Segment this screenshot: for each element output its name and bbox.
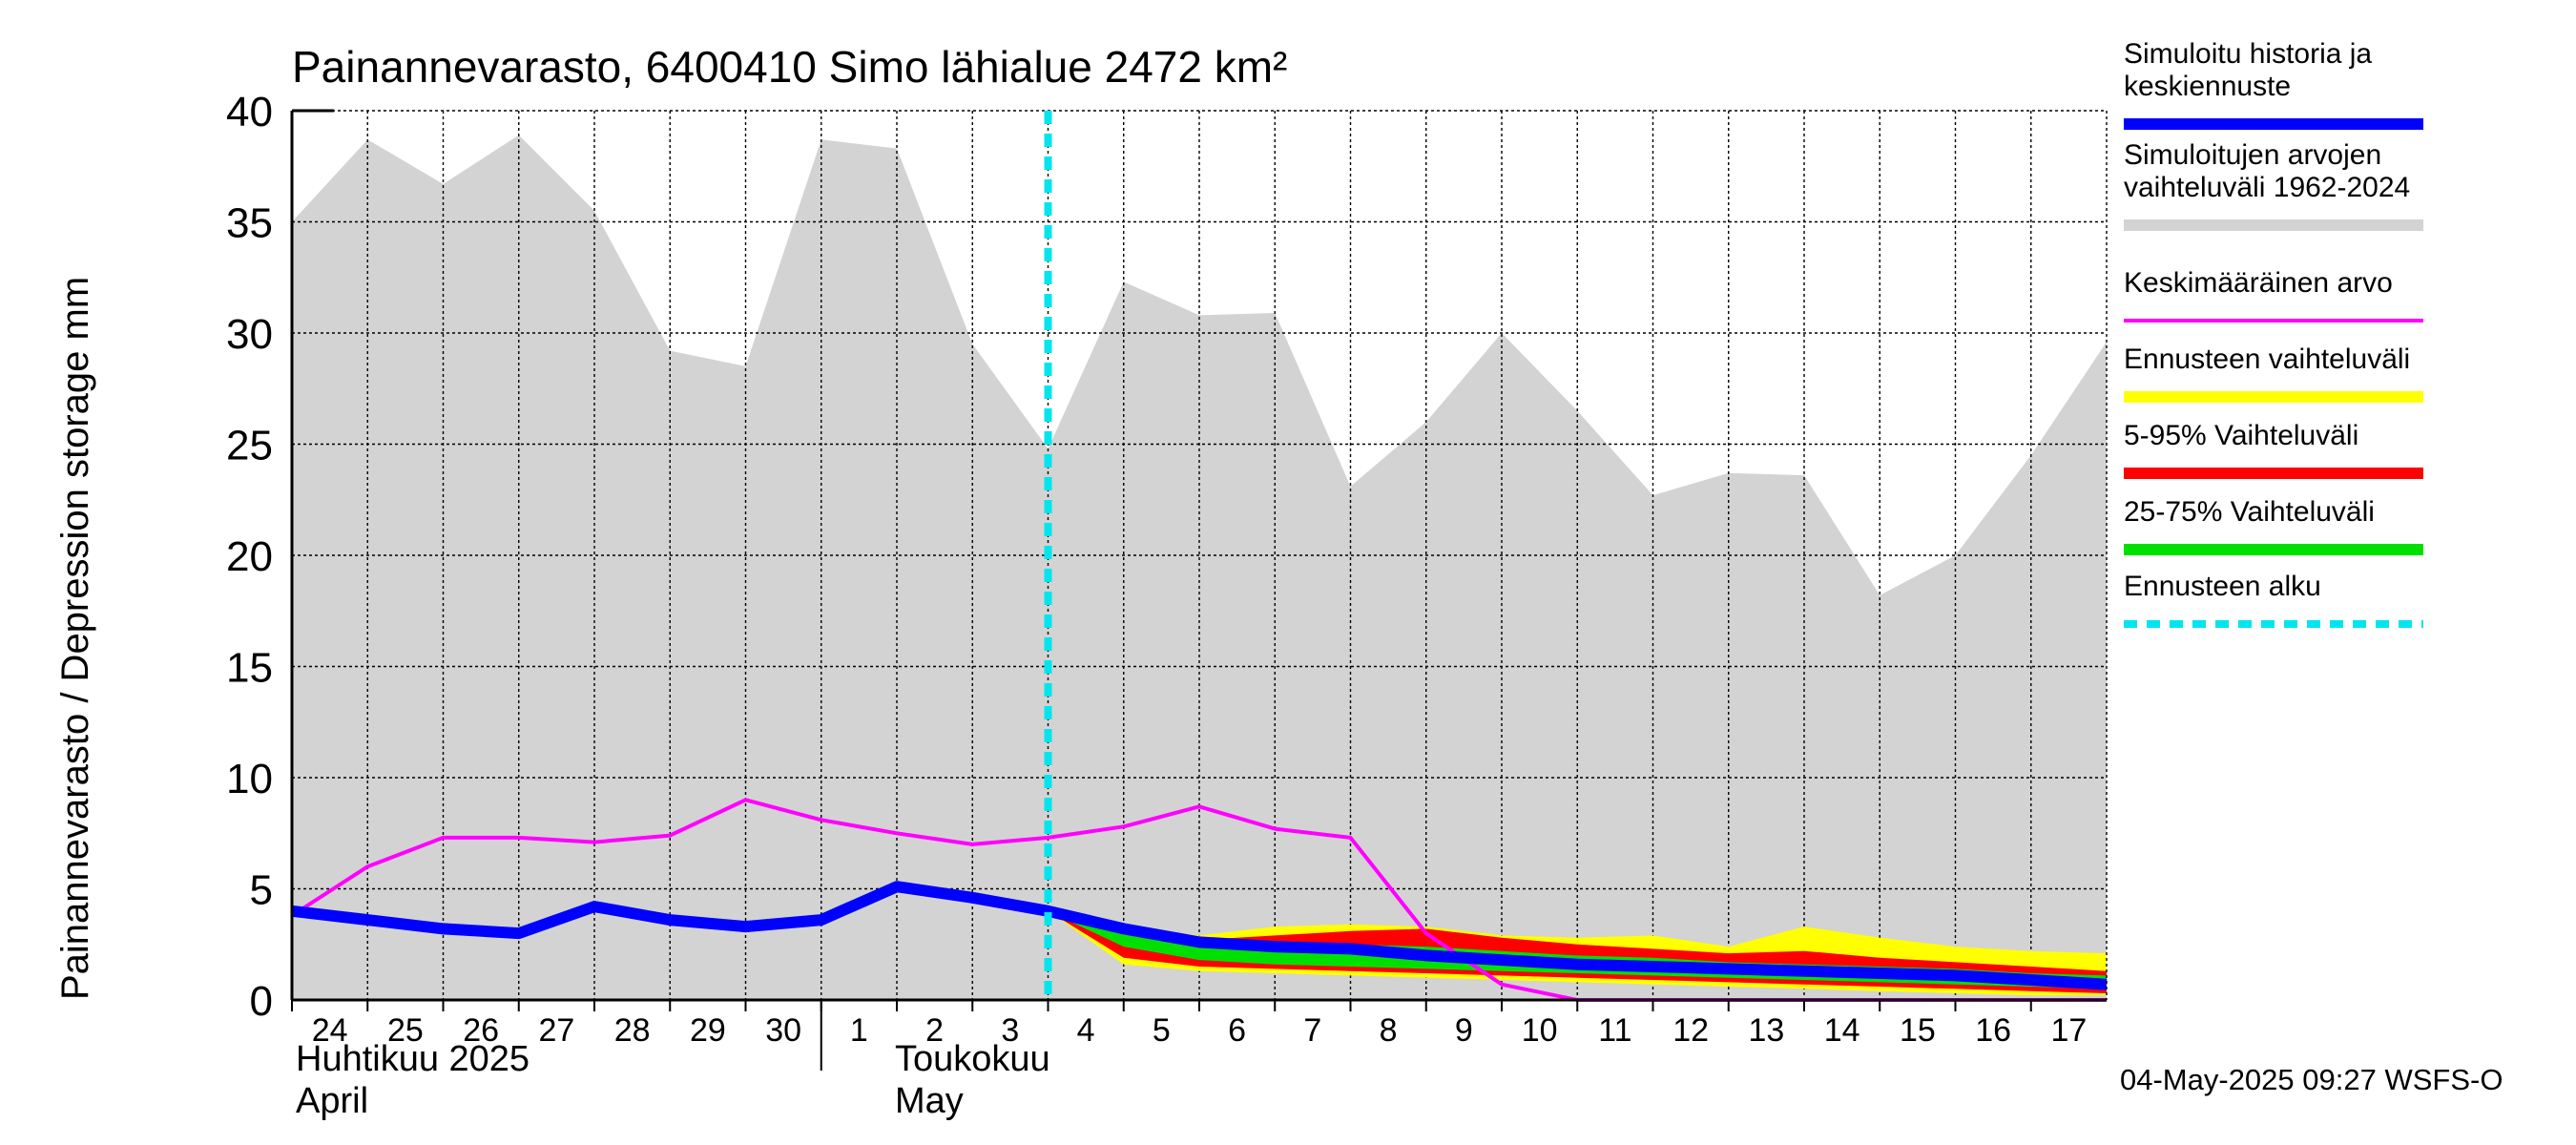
x-tick-label: 7 [1303,1012,1321,1049]
x-tick-label: 14 [1824,1012,1860,1049]
legend-item: Simuloitujen arvojen vaihteluväli 1962-20… [2124,139,2423,231]
legend-label: 25-75% Vaihteluväli [2124,496,2375,528]
x-tick-label: 9 [1455,1012,1473,1049]
y-tick-label: 30 [226,311,273,358]
x-tick-label: 27 [538,1012,574,1049]
legend-item: 25-75% Vaihteluväli [2124,496,2423,555]
plot-area [290,109,2108,1002]
x-tick-label: 11 [1598,1012,1631,1049]
legend-label: Keskimääräinen arvo [2124,267,2393,299]
legend-item: 5-95% Vaihteluväli [2124,420,2423,479]
legend-label-line: Ennusteen alku [2124,571,2321,602]
y-axis-label: Painannevarasto / Depression storage mm [54,277,96,1000]
y-tick-label: 0 [250,978,273,1025]
grid [292,110,2107,1000]
x-tick-label: 12 [1672,1012,1709,1049]
x-tick-label: 25 [387,1012,424,1049]
x-tick-label: 15 [1900,1012,1936,1049]
x-tick-label: 13 [1748,1012,1784,1049]
month-label: Huhtikuu 2025 [296,1039,530,1079]
month-label-en: May [895,1081,964,1121]
legend-label: Simuloitujen arvojen vaihteluväli 1962-20… [2124,139,2410,203]
legend-label-line: 5-95% Vaihteluväli [2124,420,2358,451]
x-tick-label: 29 [690,1012,726,1049]
legend-label-line: vaihteluväli 1962-2024 [2124,172,2410,203]
y-tick-label: 20 [226,533,273,580]
legend-label-line: 25-75% Vaihteluväli [2124,496,2375,528]
month-label: Toukokuu [895,1039,1050,1079]
timestamp-footer: 04-May-2025 09:27 WSFS-O [2120,1063,2503,1096]
x-tick-label: 3 [1001,1012,1019,1049]
legend-item: Keskimääräinen arvo [2124,267,2423,323]
series-simulated-line [291,881,2108,990]
legend-label: Ennusteen alku [2124,571,2321,602]
legend-item: Simuloitu historia ja keskiennuste [2124,38,2423,130]
x-axis: 24 25 26 27 28 29 30 1 2 3 4 5 6 7 8 9 10 11 12 13 14 15 16 17H… [291,1000,2087,1121]
legend-label-line: keskiennuste [2124,71,2291,102]
legend-label-line: Ennusteen vaihteluväli [2124,344,2410,375]
x-tick-label: 28 [614,1012,651,1049]
legend-item: Ennusteen vaihteluväli [2124,344,2423,403]
x-tick-label: 26 [463,1012,499,1049]
x-tick-label: 1 [850,1012,868,1049]
legend-label-line: Simuloitujen arvojen [2124,139,2381,171]
x-tick-label: 6 [1228,1012,1246,1049]
x-tick-label: 10 [1522,1012,1558,1049]
legend-label-line: Simuloitu historia ja [2124,38,2372,70]
y-tick-label: 5 [250,867,273,914]
x-tick-label: 4 [1077,1012,1095,1049]
x-tick-label: 8 [1380,1012,1398,1049]
legend: Simuloitu historia ja keskiennusteSimuloi… [2124,38,2423,628]
legend-label: 5-95% Vaihteluväli [2124,420,2358,451]
chart-title: Painannevarasto, 6400410 Simo lähialue 2… [292,42,1287,92]
legend-label-line: Keskimääräinen arvo [2124,267,2393,299]
y-tick-label: 25 [226,423,273,469]
series-historical-range [292,135,2107,1001]
month-label-en: April [296,1081,368,1121]
x-tick-label: 2 [925,1012,944,1049]
x-tick-label: 16 [1975,1012,2011,1049]
x-tick-label: 24 [312,1012,348,1049]
x-tick-label: 5 [1153,1012,1171,1049]
legend-item: Ennusteen alku [2124,571,2423,628]
legend-label: Simuloitu historia ja keskiennuste [2124,38,2372,102]
y-tick-label: 15 [226,645,273,692]
y-tick-label: 40 [226,89,273,135]
y-axis: 0 5 10 15 20 25 30 35 40 [226,89,273,1025]
legend-label: Ennusteen vaihteluväli [2124,344,2410,375]
x-tick-label: 17 [2050,1012,2087,1049]
x-tick-label: 30 [765,1012,801,1049]
y-tick-label: 35 [226,200,273,247]
y-tick-label: 10 [226,756,273,802]
